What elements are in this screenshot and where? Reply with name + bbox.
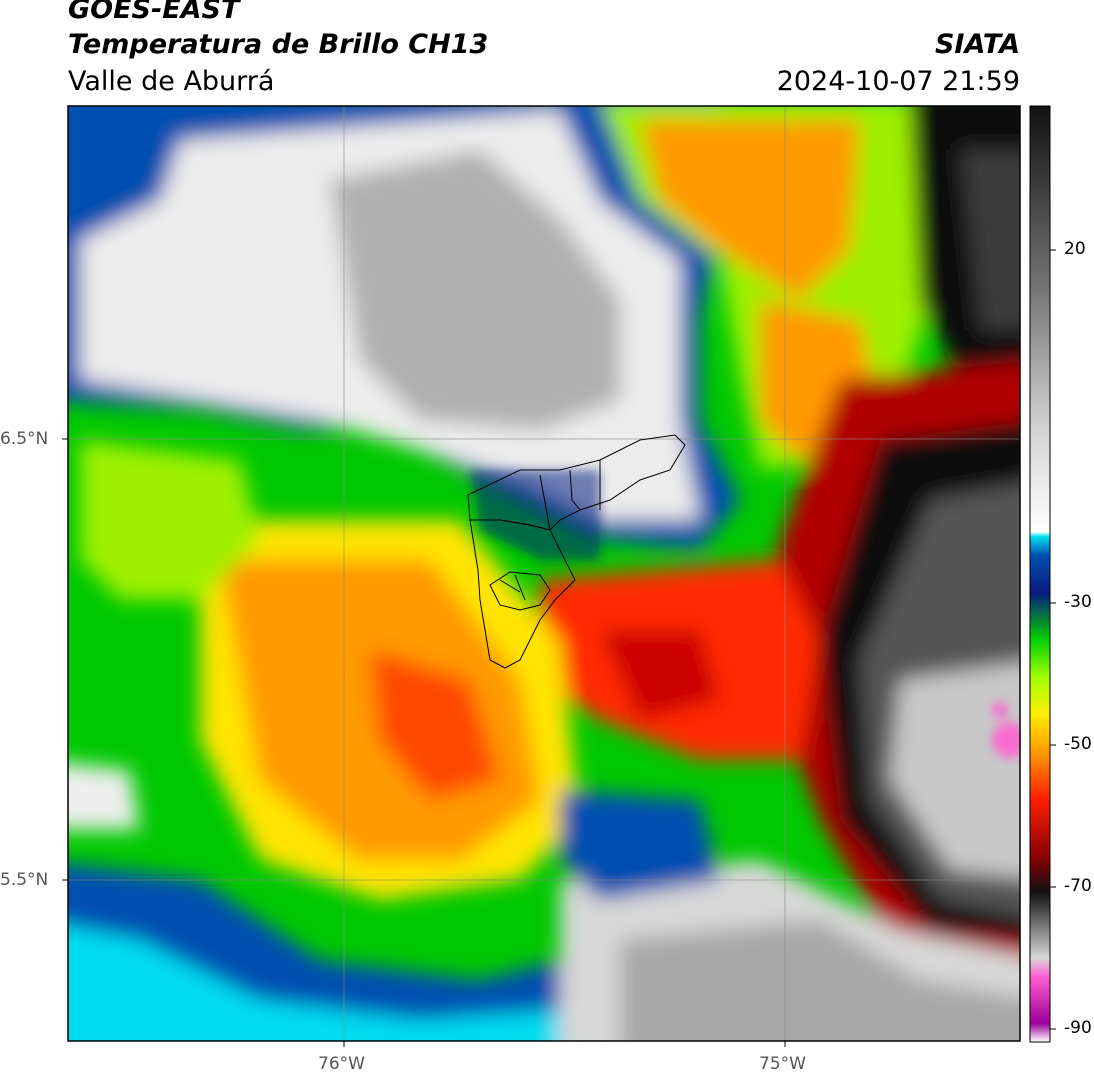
colorbar-ticks [1050,249,1056,1030]
satellite-title: GOES-EAST [68,0,240,25]
graticule [68,106,1020,1041]
lat-label-6-5: 6.5°N [0,429,49,449]
municipal-boundaries [467,434,686,669]
map-raster [68,106,1020,1041]
colorbar-tick-minus70: -70 [1064,876,1092,896]
map-frame [67,105,1021,1042]
colorbar-tick-minus30: -30 [1064,592,1092,612]
lat-label-5-5: 5.5°N [0,870,49,890]
colorbar [1029,105,1051,1043]
lon-label-76: 76°W [318,1054,365,1074]
colorbar-tick-minus50: -50 [1064,734,1092,754]
agency-label: SIATA [934,29,1020,60]
colorbar-tick-20: 20 [1064,239,1086,259]
product-title: Temperatura de Brillo CH13 [68,29,489,60]
lon-label-75: 75°W [759,1054,806,1074]
timestamp-label: 2024-10-07 21:59 [776,66,1020,97]
colorbar-tick-minus90: -90 [1064,1018,1092,1038]
region-title: Valle de Aburrá [68,66,275,97]
